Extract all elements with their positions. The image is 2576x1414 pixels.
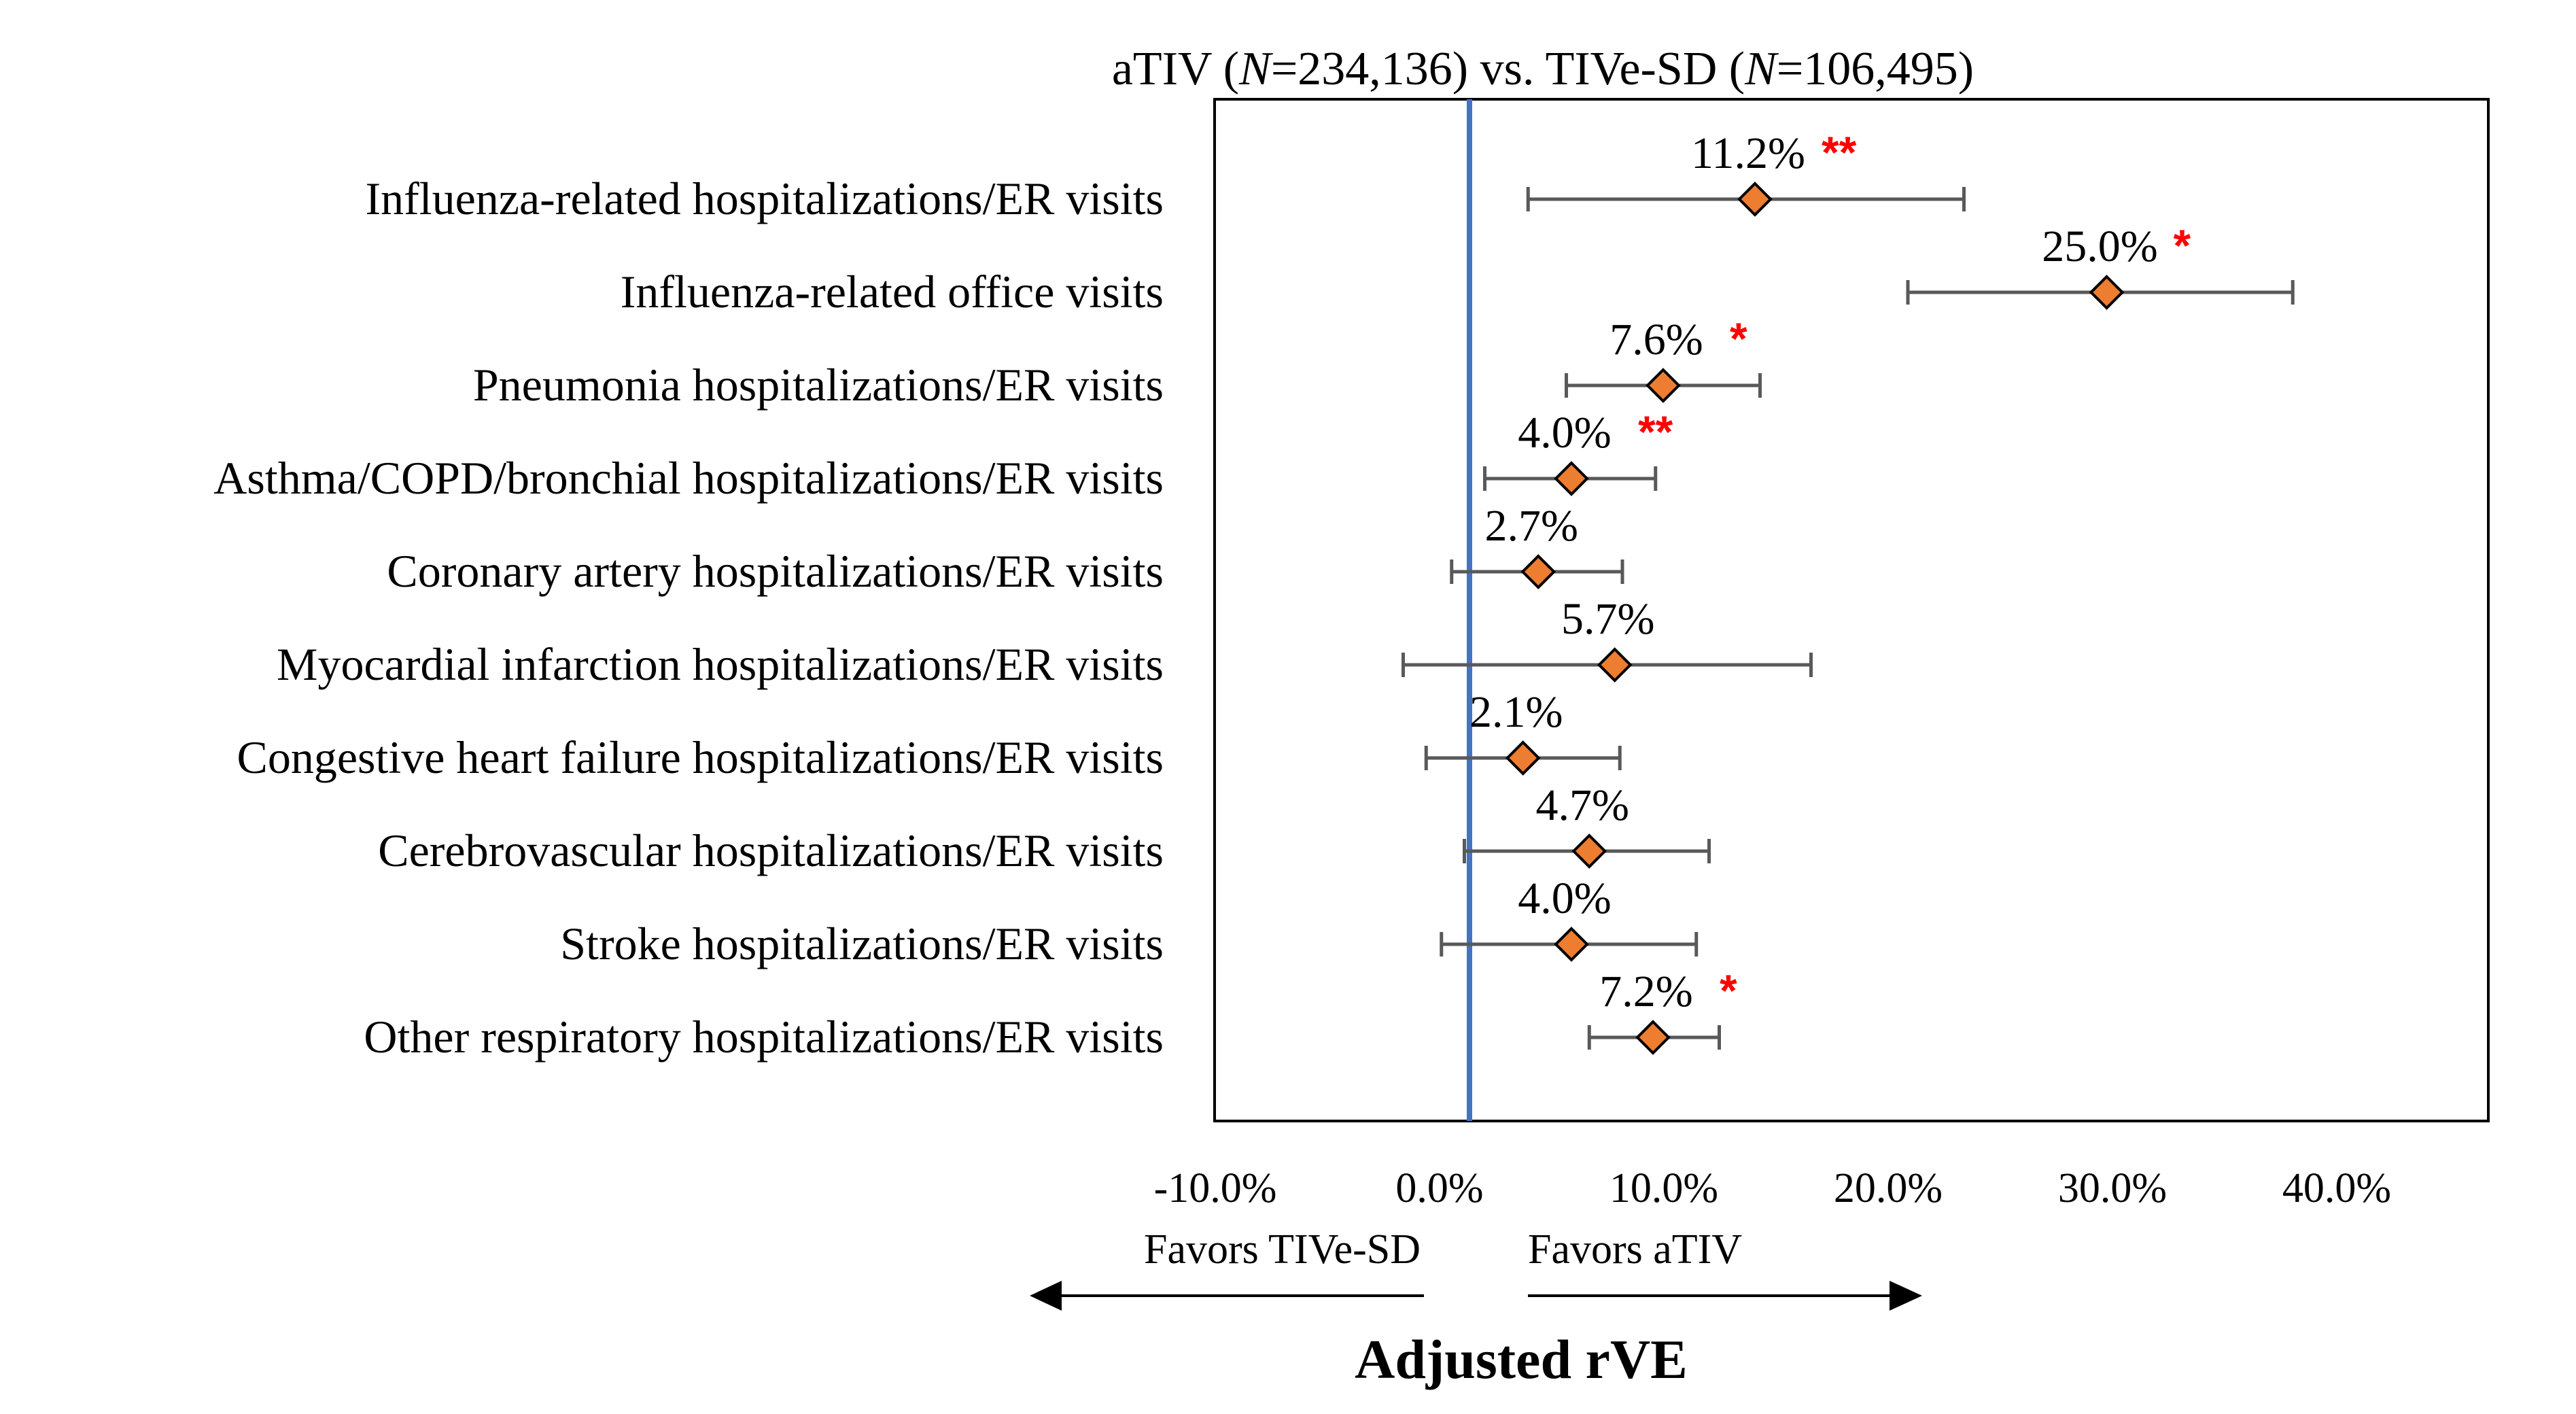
plot-frame — [1213, 98, 2490, 1122]
significance-stars: * — [2174, 220, 2191, 271]
x-tick-label: 10.0% — [1609, 1165, 1718, 1211]
significance-stars: * — [1720, 965, 1737, 1016]
x-tick-label: 30.0% — [2058, 1165, 2167, 1211]
x-tick-label: -10.0% — [1154, 1165, 1277, 1211]
forest-row: Stroke hospitalizations/ER visits 4.0% — [560, 874, 1699, 969]
row-label: Cerebrovascular hospitalizations/ER visi… — [378, 825, 1164, 876]
value-label: 25.0% — [2042, 222, 2157, 271]
value-label: 2.7% — [1485, 501, 1578, 551]
forest-row: Congestive heart failure hospitalization… — [237, 687, 1622, 783]
point-marker — [1597, 647, 1633, 683]
forest-row: Influenza-related hospitalizations/ER vi… — [365, 127, 1966, 224]
favors-left-arrow — [1030, 1281, 1424, 1311]
value-label: 7.6% — [1609, 315, 1703, 364]
point-marker — [1646, 368, 1681, 403]
point-marker — [1520, 554, 1556, 589]
row-label: Other respiratory hospitalizations/ER vi… — [364, 1011, 1164, 1063]
favors-right-label: Favors aTIV — [1528, 1226, 1742, 1273]
point-marker — [1505, 740, 1541, 776]
forest-row: Other respiratory hospitalizations/ER vi… — [364, 965, 1737, 1063]
value-label: 4.7% — [1536, 780, 1629, 830]
forest-row: Coronary artery hospitalizations/ER visi… — [387, 501, 1624, 597]
row-label: Influenza-related office visits — [621, 266, 1164, 317]
x-tick-label: 20.0% — [1834, 1165, 1943, 1211]
point-marker — [1571, 833, 1607, 869]
forest-row: Myocardial infarction hospitalizations/E… — [277, 594, 1813, 690]
point-marker — [2089, 275, 2125, 310]
value-label: 2.1% — [1469, 687, 1563, 737]
value-label: 4.0% — [1518, 874, 1611, 923]
point-marker — [1554, 461, 1589, 496]
significance-stars: ** — [1638, 407, 1673, 457]
row-label: Congestive heart failure hospitalization… — [237, 731, 1164, 783]
x-tick-label: 0.0% — [1395, 1165, 1483, 1211]
chart-title: aTIV (N=234,136) vs. TIVe-SD (N=106,495) — [1112, 43, 1974, 95]
row-label: Asthma/COPD/bronchial hospitalizations/E… — [213, 452, 1164, 504]
row-label: Coronary artery hospitalizations/ER visi… — [387, 545, 1164, 597]
point-marker — [1737, 182, 1773, 217]
favors-left-label: Favors TIVe-SD — [1144, 1226, 1421, 1273]
value-label: 7.2% — [1599, 967, 1692, 1016]
x-tick-label: 40.0% — [2282, 1165, 2391, 1211]
significance-stars: * — [1730, 313, 1747, 364]
forest-row: Cerebrovascular hospitalizations/ER visi… — [378, 780, 1711, 876]
rows-layer: Influenza-related hospitalizations/ER vi… — [213, 127, 2295, 1063]
value-label: 5.7% — [1561, 594, 1654, 644]
row-label: Stroke hospitalizations/ER visits — [560, 918, 1164, 969]
row-label: Pneumonia hospitalizations/ER visits — [473, 359, 1164, 411]
point-marker — [1554, 927, 1589, 962]
value-label: 11.2% — [1691, 128, 1805, 178]
forest-row: Pneumonia hospitalizations/ER visits 7.6%… — [473, 313, 1762, 411]
value-label: 4.0% — [1518, 408, 1611, 458]
significance-stars: ** — [1822, 127, 1857, 177]
favors-right-arrow — [1528, 1281, 1922, 1311]
x-tick-labels: -10.0% 0.0% 10.0% 20.0% 30.0% 40.0% — [1154, 1165, 2391, 1211]
forest-row: Asthma/COPD/bronchial hospitalizations/E… — [213, 407, 1673, 504]
point-marker — [1635, 1020, 1671, 1055]
row-label: Influenza-related hospitalizations/ER vi… — [365, 173, 1164, 224]
x-axis-title: Adjusted rVE — [1355, 1328, 1688, 1390]
row-label: Myocardial infarction hospitalizations/E… — [277, 638, 1164, 690]
forest-row: Influenza-related office visits 25.0% * — [621, 220, 2295, 317]
